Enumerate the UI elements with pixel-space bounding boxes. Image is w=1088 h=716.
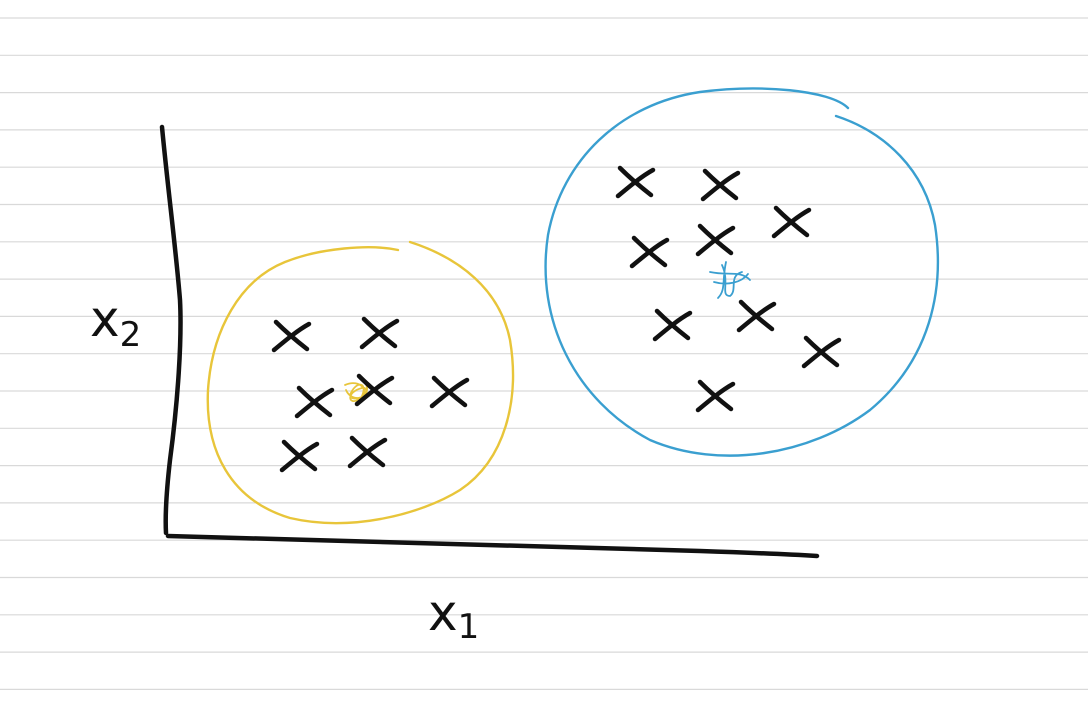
cluster-blue-point-2 (703, 171, 738, 199)
cluster-blue-point-3 (774, 208, 809, 236)
y-axis-label: x2 (90, 290, 141, 355)
cluster-yellow-point-2 (362, 319, 397, 347)
cluster-yellow-point-3 (297, 388, 332, 416)
cluster-yellow-point-1 (274, 322, 309, 350)
cluster-blue-centroid (710, 262, 750, 298)
cluster-blue-point-1 (618, 168, 653, 196)
cluster-yellow (208, 242, 513, 523)
cluster-yellow-point-4 (357, 376, 392, 404)
cluster-blue-point-6 (655, 311, 690, 339)
cluster-blue-point-5 (698, 226, 733, 254)
cluster-yellow-point-5 (432, 378, 467, 406)
cluster-blue-point-8 (804, 338, 839, 366)
cluster-blue-point-9 (698, 382, 733, 410)
x-axis-line (168, 536, 817, 556)
y-axis-line (162, 127, 181, 533)
cluster-blue (546, 89, 938, 456)
cluster-yellow-boundary (208, 242, 513, 523)
x-axis-label: x1 (428, 584, 479, 647)
cluster-yellow-point-7 (350, 438, 385, 466)
ruled-lines (0, 18, 1088, 689)
